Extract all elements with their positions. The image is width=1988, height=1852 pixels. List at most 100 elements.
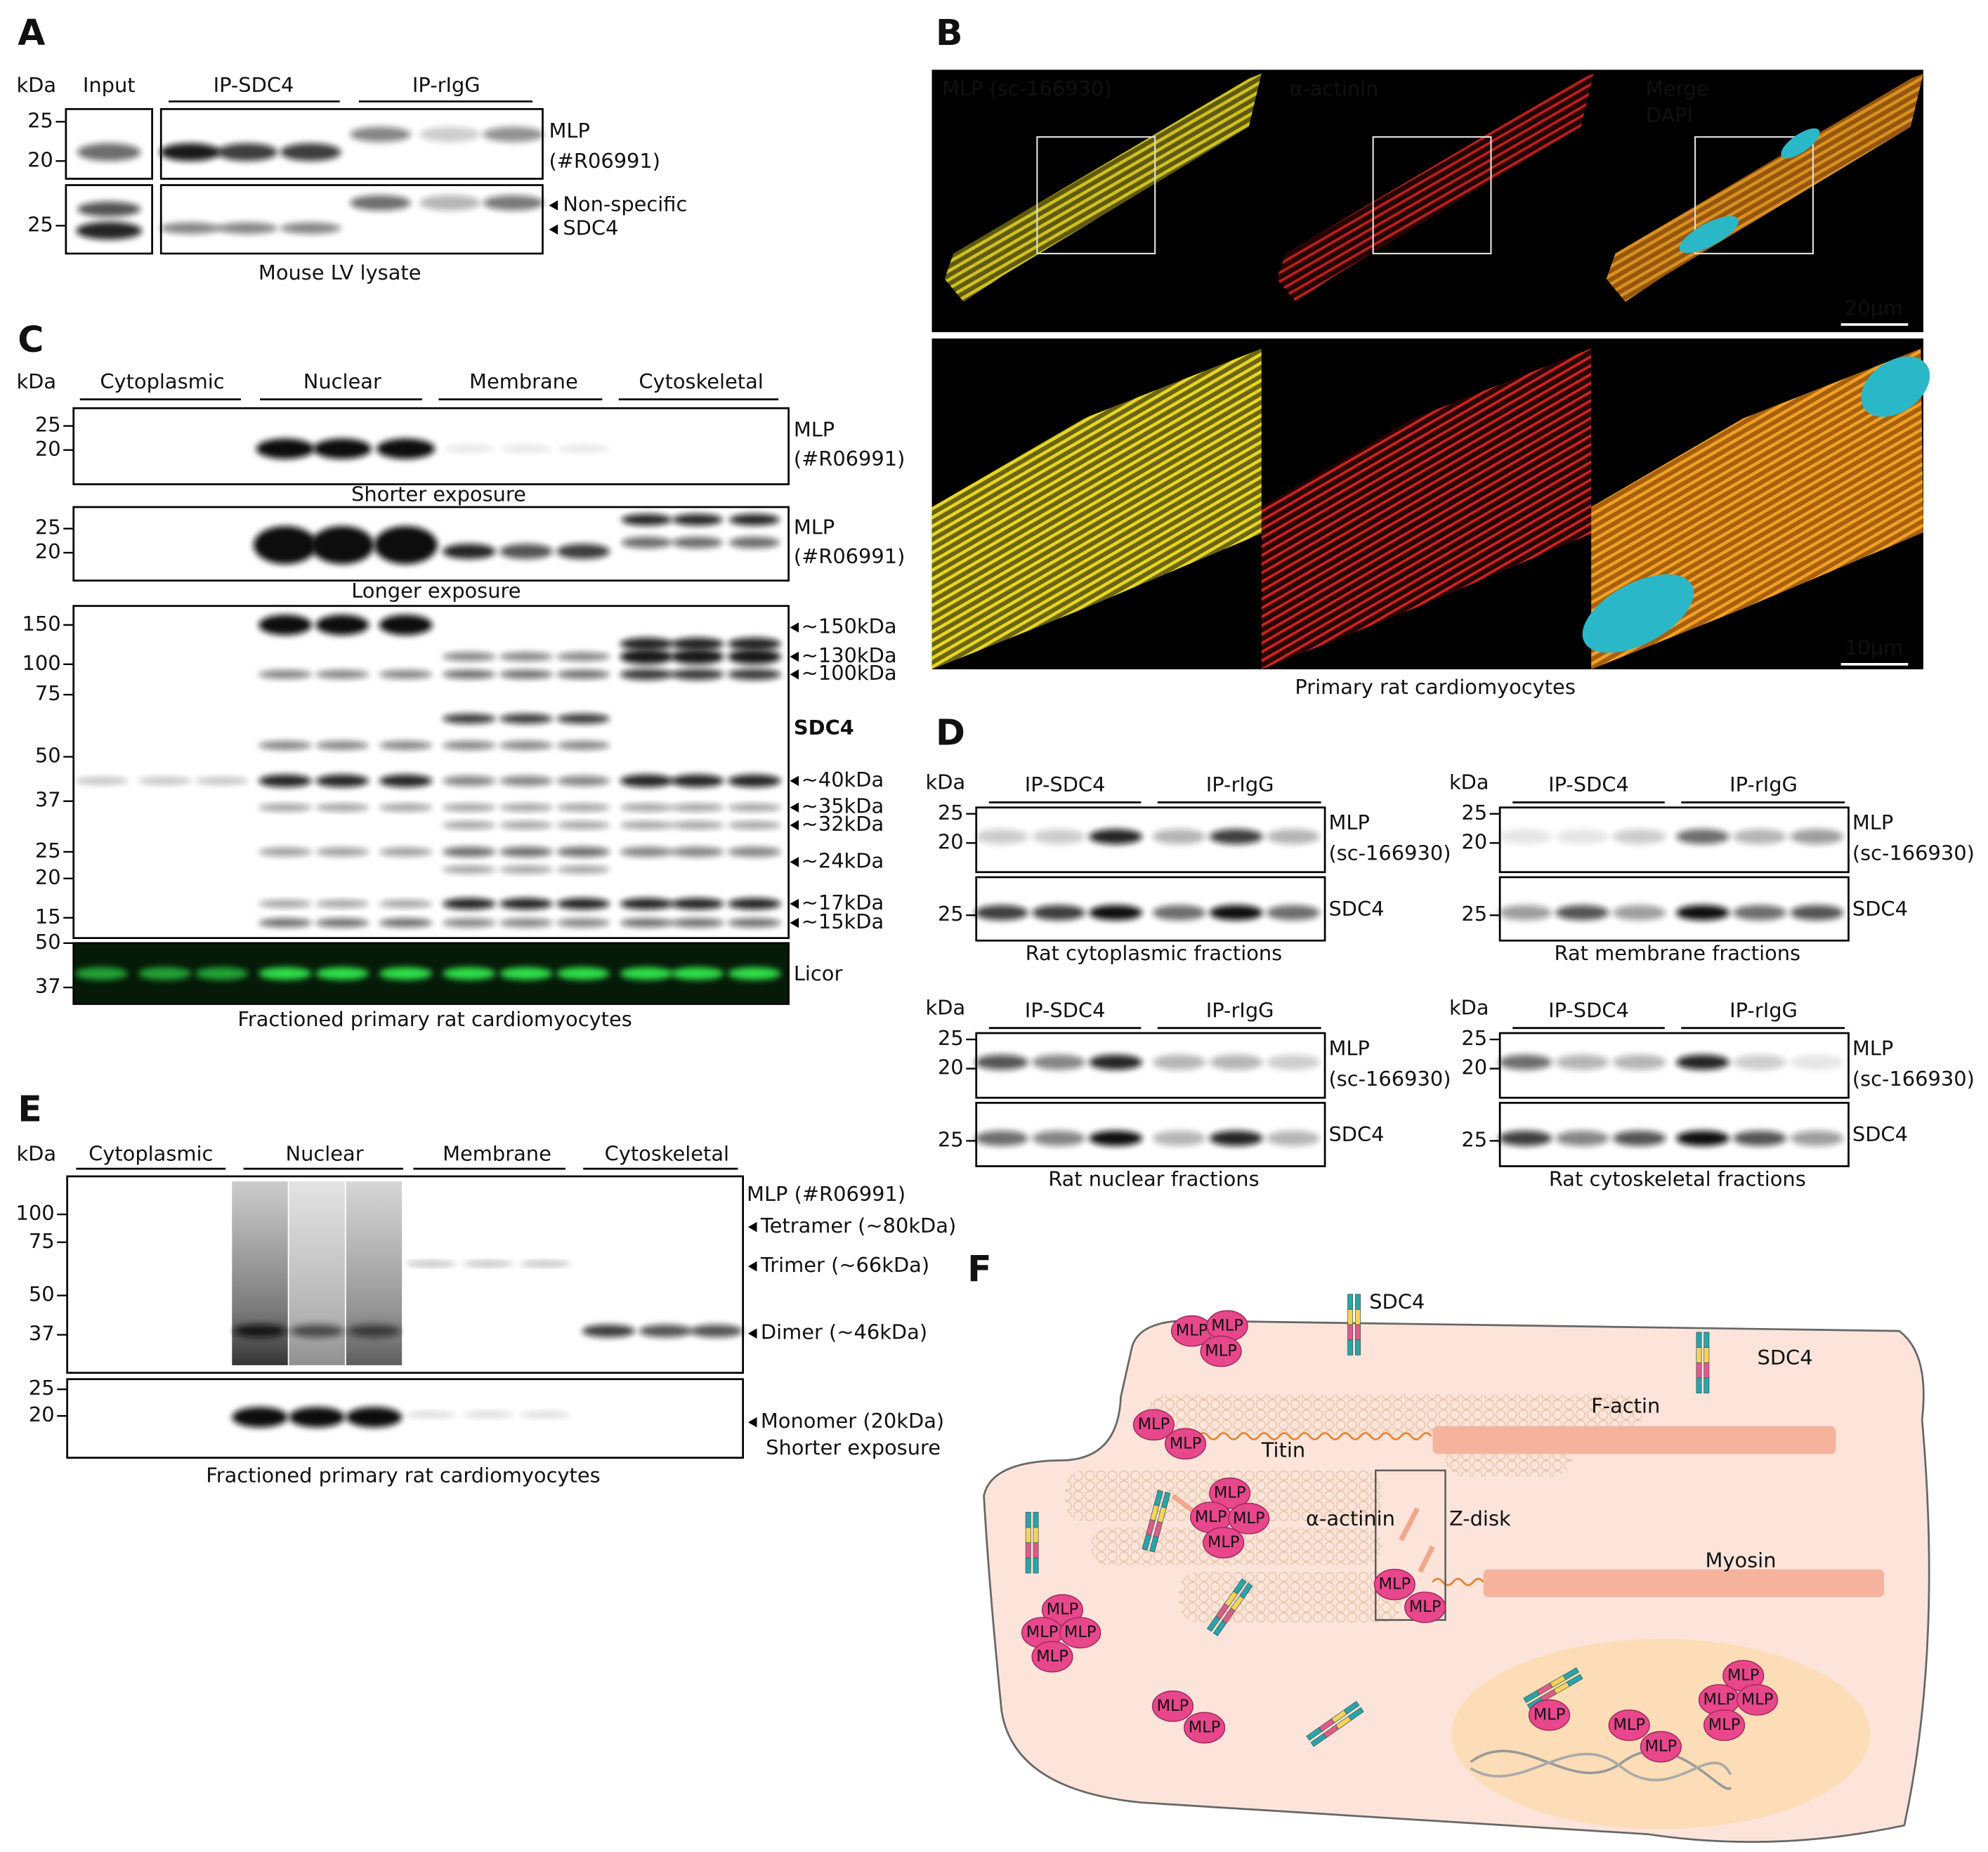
mlp-label: MLP xyxy=(1379,1575,1411,1594)
band xyxy=(974,1054,1028,1070)
band xyxy=(727,649,781,664)
label: ~35kDa xyxy=(802,794,884,818)
label: Titin xyxy=(1261,1438,1305,1462)
band xyxy=(1612,829,1666,845)
band xyxy=(419,126,481,143)
arrowhead xyxy=(790,917,799,928)
sdc4-segment xyxy=(1149,1535,1159,1553)
band xyxy=(1267,1054,1320,1070)
band xyxy=(670,803,724,812)
sdc4-molecule xyxy=(1142,1490,1171,1553)
zoom-box xyxy=(1036,136,1156,255)
smear xyxy=(232,1181,288,1365)
label: Shorter exposure xyxy=(766,1436,941,1459)
label: 20 xyxy=(35,539,61,563)
band xyxy=(1676,829,1729,845)
label: IP-SDC4 xyxy=(1025,773,1106,796)
zoom-box xyxy=(1694,136,1814,255)
label: kDa xyxy=(16,73,56,97)
sdc4-segment xyxy=(1703,1347,1710,1363)
band xyxy=(620,918,674,928)
sdc4-segment xyxy=(1310,1733,1327,1747)
band xyxy=(1733,905,1787,921)
band xyxy=(442,967,496,980)
sdc4-molecule xyxy=(1347,1294,1361,1355)
band xyxy=(1733,1054,1787,1070)
label: 75 xyxy=(29,1229,55,1253)
band xyxy=(1032,829,1085,845)
band xyxy=(556,918,610,928)
band xyxy=(379,847,433,857)
arrowhead xyxy=(747,1221,757,1233)
label: 50 xyxy=(35,744,61,768)
band xyxy=(1267,905,1320,921)
label: 20 xyxy=(29,1403,55,1426)
band xyxy=(1676,1054,1729,1070)
band xyxy=(620,774,674,787)
mlp-label: MLP xyxy=(1233,1509,1265,1528)
sdc4-segment xyxy=(1306,1727,1323,1741)
band xyxy=(379,900,433,908)
band xyxy=(1790,1054,1844,1070)
band xyxy=(727,821,781,829)
label: SDC4 xyxy=(1852,1122,1908,1146)
band xyxy=(442,898,496,910)
label: Fractioned primary rat cardiomyocytes xyxy=(237,1007,632,1031)
label: MLP (#R06991) xyxy=(747,1182,905,1206)
label: 20 xyxy=(1461,1056,1487,1079)
label: Non-specific xyxy=(563,192,687,216)
label: (#R06991) xyxy=(549,149,660,173)
arrowhead xyxy=(790,775,799,787)
panel-label: C xyxy=(18,319,44,360)
blot-frame xyxy=(159,107,544,180)
panel-label: E xyxy=(18,1088,42,1129)
label: 15 xyxy=(35,905,61,928)
sdc4-segment xyxy=(1355,1324,1361,1341)
band xyxy=(1089,1054,1143,1070)
mlp-protein xyxy=(1736,1683,1779,1716)
band xyxy=(1089,829,1143,845)
label: IP-SDC4 xyxy=(214,73,294,97)
band xyxy=(315,615,370,636)
myosin xyxy=(1483,1569,1885,1598)
band xyxy=(672,513,723,526)
mlp-protein xyxy=(1132,1409,1175,1441)
label: Cytoskeletal xyxy=(605,1141,729,1165)
label: MLP xyxy=(1328,810,1369,834)
label: IP-SDC4 xyxy=(1548,998,1629,1022)
band xyxy=(639,1325,693,1338)
band xyxy=(1152,1054,1206,1070)
band xyxy=(195,967,249,980)
band xyxy=(259,847,312,857)
label: 25 xyxy=(938,1026,964,1050)
label: 10μm xyxy=(1845,636,1903,659)
band xyxy=(289,1407,345,1428)
band xyxy=(1209,1130,1263,1146)
band xyxy=(74,777,129,785)
band xyxy=(499,652,553,662)
band xyxy=(315,847,370,857)
label: 37 xyxy=(35,974,61,998)
band xyxy=(1790,905,1844,921)
label: SDC4 xyxy=(563,216,618,240)
label: Membrane xyxy=(443,1141,551,1165)
band xyxy=(259,774,312,787)
arrowhead xyxy=(790,669,799,680)
mlp-label: MLP xyxy=(1157,1697,1189,1715)
arrowhead xyxy=(747,1417,757,1428)
blot-frame xyxy=(1498,1032,1850,1099)
band xyxy=(256,438,315,459)
label: 100 xyxy=(16,1201,55,1225)
blot-frame xyxy=(72,605,790,939)
band xyxy=(670,898,724,910)
band xyxy=(620,649,674,664)
band xyxy=(280,222,341,235)
mlp-label: MLP xyxy=(1703,1690,1736,1709)
band xyxy=(379,669,433,679)
label: α-actinin xyxy=(1290,77,1379,100)
band xyxy=(442,803,496,812)
label: (#R06991) xyxy=(794,544,905,568)
mlp-label: MLP xyxy=(1189,1719,1221,1737)
